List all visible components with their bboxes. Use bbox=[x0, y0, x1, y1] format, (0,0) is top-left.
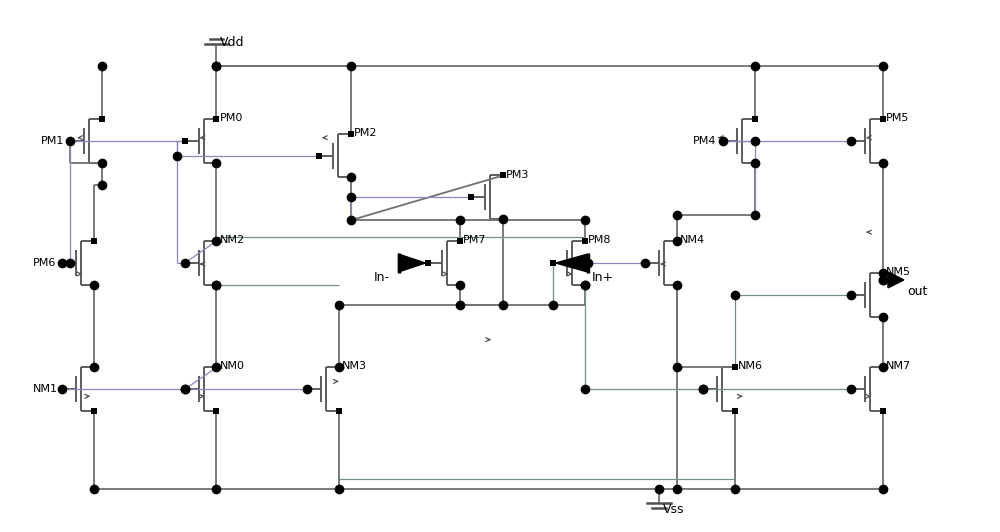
Text: PM2: PM2 bbox=[354, 128, 377, 138]
Text: In+: In+ bbox=[592, 271, 614, 284]
Text: NM7: NM7 bbox=[886, 362, 911, 371]
Text: NM5: NM5 bbox=[886, 267, 911, 277]
Text: In-: In- bbox=[374, 271, 390, 284]
Text: NM1: NM1 bbox=[32, 385, 57, 394]
Polygon shape bbox=[888, 272, 904, 288]
Text: PM6: PM6 bbox=[32, 258, 56, 268]
Text: PM5: PM5 bbox=[886, 113, 909, 123]
Text: out: out bbox=[907, 285, 927, 298]
Text: NM3: NM3 bbox=[342, 362, 367, 371]
Text: NM4: NM4 bbox=[680, 235, 705, 245]
Text: Vdd: Vdd bbox=[219, 36, 244, 49]
Text: Vss: Vss bbox=[663, 503, 685, 516]
Text: PM3: PM3 bbox=[506, 170, 529, 179]
Text: NM2: NM2 bbox=[219, 235, 245, 245]
Text: PM1: PM1 bbox=[40, 136, 64, 146]
Text: PM4: PM4 bbox=[693, 136, 716, 146]
Text: PM8: PM8 bbox=[588, 235, 611, 245]
Text: PM7: PM7 bbox=[463, 235, 487, 245]
Polygon shape bbox=[399, 254, 425, 272]
Text: PM0: PM0 bbox=[219, 113, 243, 123]
Polygon shape bbox=[556, 254, 588, 272]
Text: NM0: NM0 bbox=[219, 362, 244, 371]
Text: NM6: NM6 bbox=[738, 362, 763, 371]
